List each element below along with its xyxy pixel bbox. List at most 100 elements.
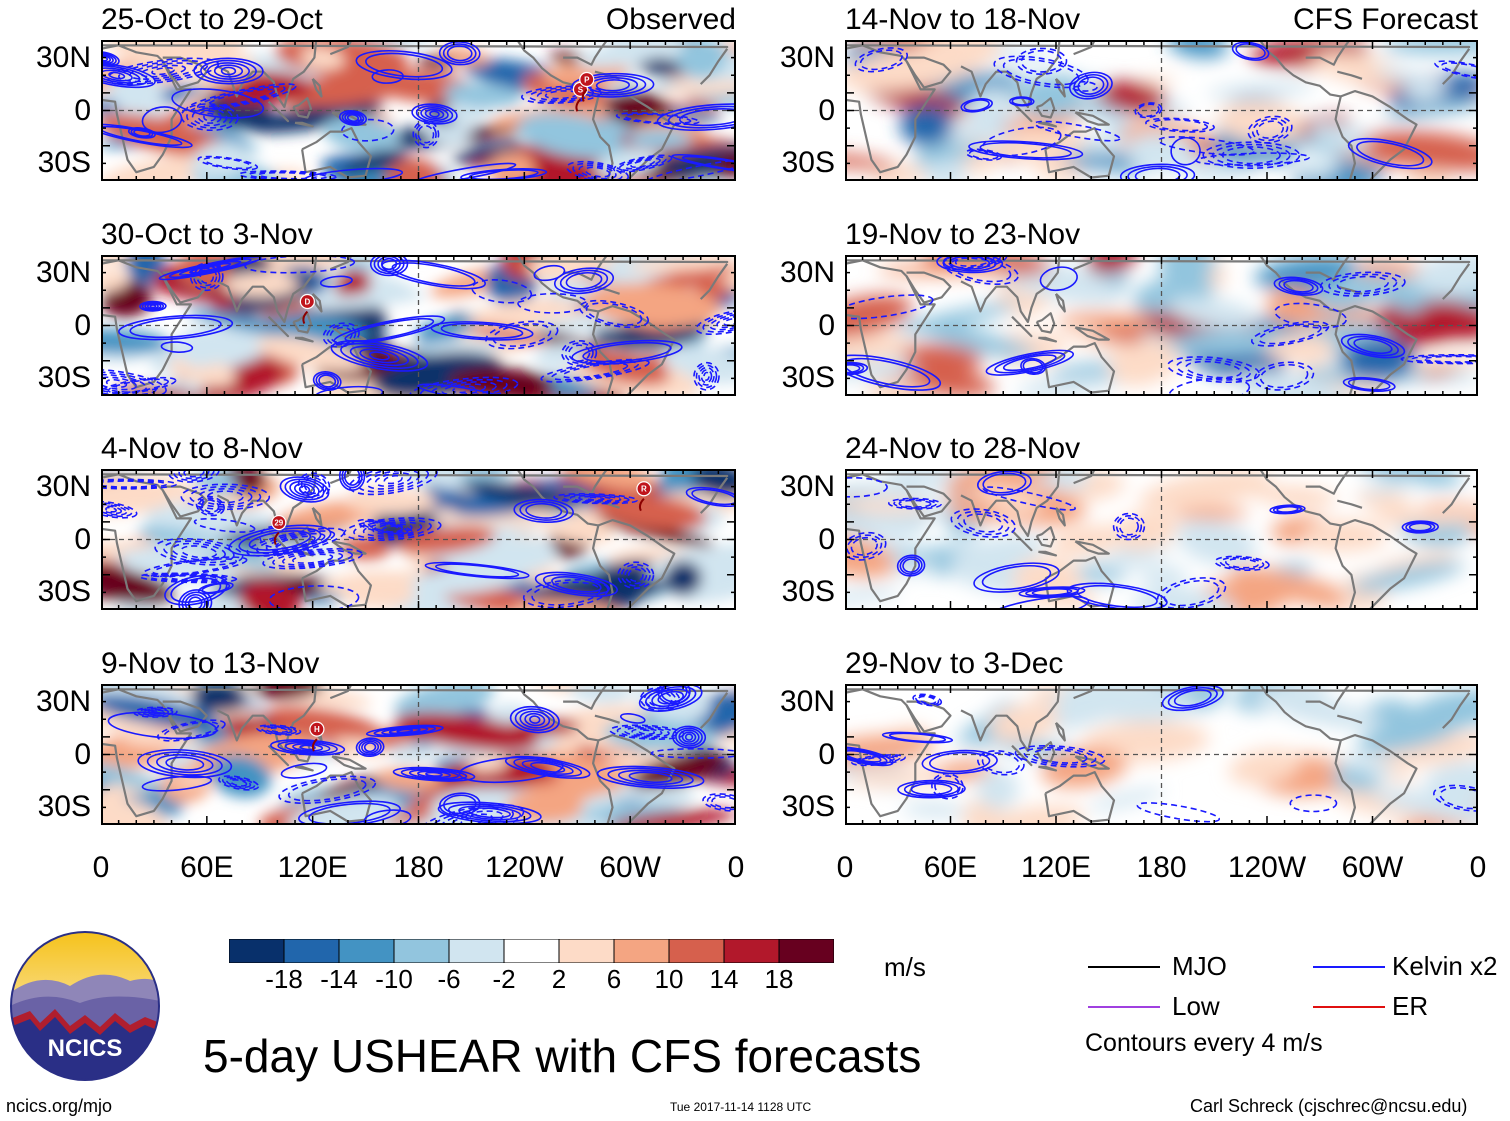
contour-line bbox=[382, 525, 403, 533]
shading-cell bbox=[1372, 550, 1456, 575]
shading-cell bbox=[1424, 761, 1478, 803]
lat-tick-label: 30N bbox=[779, 685, 835, 719]
lat-tick-label: 0 bbox=[818, 737, 835, 771]
contour-line bbox=[845, 364, 861, 374]
contour-line bbox=[1441, 62, 1478, 80]
shading-cell bbox=[505, 791, 583, 824]
shading-cell bbox=[1096, 80, 1167, 114]
lon-tick-label: 120W bbox=[1227, 851, 1307, 884]
panel-label: CFS Forecast bbox=[1292, 3, 1478, 36]
contour-line bbox=[200, 59, 257, 83]
shading-cell bbox=[976, 768, 1019, 810]
contour-line bbox=[986, 595, 1090, 610]
contour-line bbox=[1127, 165, 1188, 181]
contour-line bbox=[362, 520, 409, 535]
contour-line bbox=[442, 43, 477, 64]
contour-line bbox=[1219, 556, 1265, 570]
contour-line bbox=[220, 66, 237, 76]
lat-tick-label: 30S bbox=[37, 360, 91, 394]
contour-line bbox=[1011, 97, 1033, 106]
contour-line bbox=[367, 521, 403, 534]
continent-outlines bbox=[101, 255, 729, 396]
continent-outlines bbox=[845, 40, 1471, 181]
contour-line bbox=[358, 738, 382, 756]
contour-line bbox=[1015, 47, 1068, 76]
contour-line bbox=[1235, 43, 1266, 60]
legend-label: Kelvin x2 bbox=[1392, 951, 1498, 981]
contour-line bbox=[1167, 686, 1218, 709]
contour-line bbox=[203, 112, 217, 122]
contour-line bbox=[443, 794, 477, 815]
contour-line bbox=[303, 476, 325, 495]
kelvin-contours bbox=[107, 684, 736, 825]
shading-cell bbox=[125, 255, 166, 284]
contour-line bbox=[1023, 746, 1097, 766]
contour-line bbox=[1221, 146, 1281, 165]
lon-tick-label: 120E bbox=[1020, 851, 1092, 884]
contour-line bbox=[584, 166, 611, 178]
contour-line bbox=[509, 705, 560, 734]
lat-tick-label: 30S bbox=[37, 574, 91, 608]
contour-line bbox=[201, 499, 220, 513]
shading-cell bbox=[1255, 485, 1338, 508]
shading-cell bbox=[989, 703, 1059, 743]
legend-line-swatch bbox=[1313, 966, 1385, 968]
contour-line bbox=[1136, 802, 1221, 823]
shading-cell bbox=[1361, 478, 1421, 495]
contour-line bbox=[440, 322, 524, 339]
contour-line bbox=[1157, 136, 1255, 156]
contour-line bbox=[630, 159, 656, 169]
contour-line bbox=[1145, 117, 1215, 133]
contour-line bbox=[522, 578, 609, 609]
contour-line bbox=[391, 262, 476, 287]
contour-line bbox=[1251, 117, 1289, 142]
contour-line bbox=[101, 123, 193, 149]
colorbar-swatch bbox=[448, 939, 505, 963]
colorbar bbox=[229, 939, 834, 963]
contour-line bbox=[691, 488, 736, 506]
storm-marker: H bbox=[309, 721, 325, 752]
storm-marker-label: P bbox=[584, 75, 590, 84]
contour-line bbox=[968, 140, 1084, 161]
contour-line bbox=[702, 793, 736, 812]
contour-line bbox=[956, 510, 1010, 536]
shading-cell bbox=[902, 802, 968, 818]
contour-line bbox=[452, 385, 476, 394]
shading-cell bbox=[1309, 281, 1371, 311]
contour-line bbox=[355, 737, 385, 758]
contour-line bbox=[617, 769, 684, 785]
contour-line bbox=[950, 257, 1012, 283]
contour-line bbox=[607, 767, 694, 788]
contour-line bbox=[163, 540, 235, 564]
shading-cell bbox=[1108, 340, 1176, 387]
map-panel bbox=[845, 469, 1478, 610]
contour-line bbox=[101, 371, 158, 396]
colorbar-swatch bbox=[668, 939, 725, 963]
shading-cell bbox=[1057, 311, 1155, 330]
contour-line bbox=[1401, 520, 1439, 534]
contour-line bbox=[141, 301, 165, 311]
contour-line bbox=[1170, 136, 1201, 166]
contour-line bbox=[942, 255, 1008, 271]
contour-line bbox=[854, 47, 909, 73]
contour-line bbox=[845, 354, 942, 391]
shading-cell bbox=[901, 344, 983, 373]
contour-line bbox=[259, 525, 287, 548]
panel-title: 29-Nov to 3-Dec bbox=[845, 647, 1064, 680]
contour-line bbox=[343, 517, 442, 542]
shading-cell bbox=[967, 87, 1014, 127]
contour-line bbox=[140, 64, 187, 78]
shading-cell bbox=[101, 798, 168, 825]
shading-cell bbox=[1404, 79, 1448, 102]
contour-line bbox=[438, 41, 481, 66]
contour-line bbox=[353, 519, 432, 539]
contour-note: Contours every 4 m/s bbox=[1085, 1029, 1323, 1057]
contour-line bbox=[702, 311, 736, 333]
shading-cell bbox=[1166, 328, 1291, 357]
lat-tick-label: 0 bbox=[74, 522, 91, 556]
lon-tick-label: 60W bbox=[599, 851, 661, 884]
kelvin-contours bbox=[845, 255, 1478, 396]
contour-line bbox=[1347, 335, 1399, 357]
contour-line bbox=[695, 364, 718, 389]
contour-line bbox=[218, 775, 260, 791]
